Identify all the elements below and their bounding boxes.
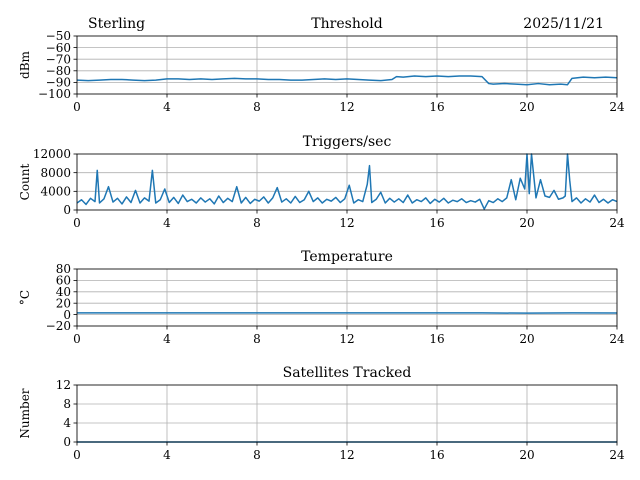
- triggers-y-axis-label: Count: [18, 163, 32, 200]
- temperature-x-tick-label: 24: [609, 332, 625, 346]
- triggers-y-tick-label: 8000: [40, 166, 71, 180]
- threshold-x-tick-label: 16: [429, 100, 444, 114]
- threshold-y-tick-label: −80: [46, 64, 71, 78]
- satellites-y-axis-label: Number: [18, 388, 32, 438]
- threshold-title: Threshold: [311, 16, 382, 32]
- threshold-series-line: [77, 75, 617, 86]
- threshold-x-tick-label: 8: [253, 100, 261, 114]
- temperature-x-tick-label: 16: [429, 332, 444, 346]
- threshold-y-tick-label: −100: [38, 87, 71, 101]
- satellites-x-tick-label: 20: [519, 448, 534, 462]
- station-label: Sterling: [88, 16, 145, 32]
- satellites-y-tick-label: 4: [63, 416, 71, 430]
- satellites-x-tick-label: 4: [163, 448, 171, 462]
- triggers-y-tick-label: 4000: [40, 185, 71, 199]
- triggers-x-tick-label: 12: [339, 216, 354, 230]
- threshold-x-tick-label: 4: [163, 100, 171, 114]
- threshold-x-tick-label: 24: [609, 100, 625, 114]
- threshold-x-tick-label: 20: [519, 100, 534, 114]
- triggers-title: Triggers/sec: [303, 134, 392, 150]
- triggers-y-tick-label: 12000: [33, 147, 71, 161]
- panel-triggers: 0 4 8 12 16 20 24 0 4000 8000 12000 Triggers/sec Cou…: [18, 134, 625, 230]
- triggers-y-tick-label: 0: [63, 203, 71, 217]
- satellites-title: Satellites Tracked: [283, 365, 412, 381]
- threshold-y-tick-label: −90: [46, 76, 71, 90]
- triggers-x-tick-label: 0: [73, 216, 81, 230]
- triggers-x-tick-label: 20: [519, 216, 534, 230]
- panel-threshold: 0 4 8 12 16 20 24 −50−60−70−80−90−100 Threshold d…: [18, 16, 625, 114]
- triggers-x-tick-label: 24: [609, 216, 625, 230]
- temperature-x-tick-label: 12: [339, 332, 354, 346]
- satellites-y-tick-label: 8: [63, 397, 71, 411]
- triggers-x-tick-label: 4: [163, 216, 171, 230]
- temperature-y-tick-label: 0: [63, 308, 71, 322]
- temperature-y-tick-label: 80: [56, 262, 71, 276]
- threshold-x-tick-label: 0: [73, 100, 81, 114]
- satellites-x-tick-label: 0: [73, 448, 81, 462]
- triggers-x-tick-label: 8: [253, 216, 261, 230]
- temperature-y-tick-label: 20: [56, 296, 71, 310]
- temperature-x-tick-label: 4: [163, 332, 171, 346]
- panel-satellites: 0 4 8 12 16 20 24 0 4 8 12 Satellites Tracked Number: [18, 365, 625, 462]
- threshold-y-axis-label: dBm: [18, 50, 32, 79]
- threshold-x-tick-label: 12: [339, 100, 354, 114]
- temperature-title: Temperature: [301, 249, 393, 265]
- temperature-y-tick-label: 40: [56, 285, 71, 299]
- satellites-x-tick-label: 16: [429, 448, 444, 462]
- satellites-x-tick-label: 8: [253, 448, 261, 462]
- date-label: 2025/11/21: [523, 16, 604, 32]
- temperature-x-tick-label: 8: [253, 332, 261, 346]
- temperature-y-tick-label: −20: [46, 319, 71, 333]
- threshold-y-tick-label: −70: [46, 52, 71, 66]
- satellites-x-tick-label: 24: [609, 448, 625, 462]
- satellites-y-tick-label: 12: [56, 378, 71, 392]
- threshold-y-tick-label: −50: [46, 29, 71, 43]
- satellites-y-tick-label: 0: [63, 435, 71, 449]
- satellites-x-tick-label: 12: [339, 448, 354, 462]
- temperature-x-tick-label: 0: [73, 332, 81, 346]
- temperature-y-axis-label: °C: [18, 290, 32, 305]
- temperature-y-tick-label: 60: [56, 274, 71, 288]
- threshold-y-tick-label: −60: [46, 41, 71, 55]
- triggers-x-tick-label: 16: [429, 216, 444, 230]
- temperature-x-tick-label: 20: [519, 332, 534, 346]
